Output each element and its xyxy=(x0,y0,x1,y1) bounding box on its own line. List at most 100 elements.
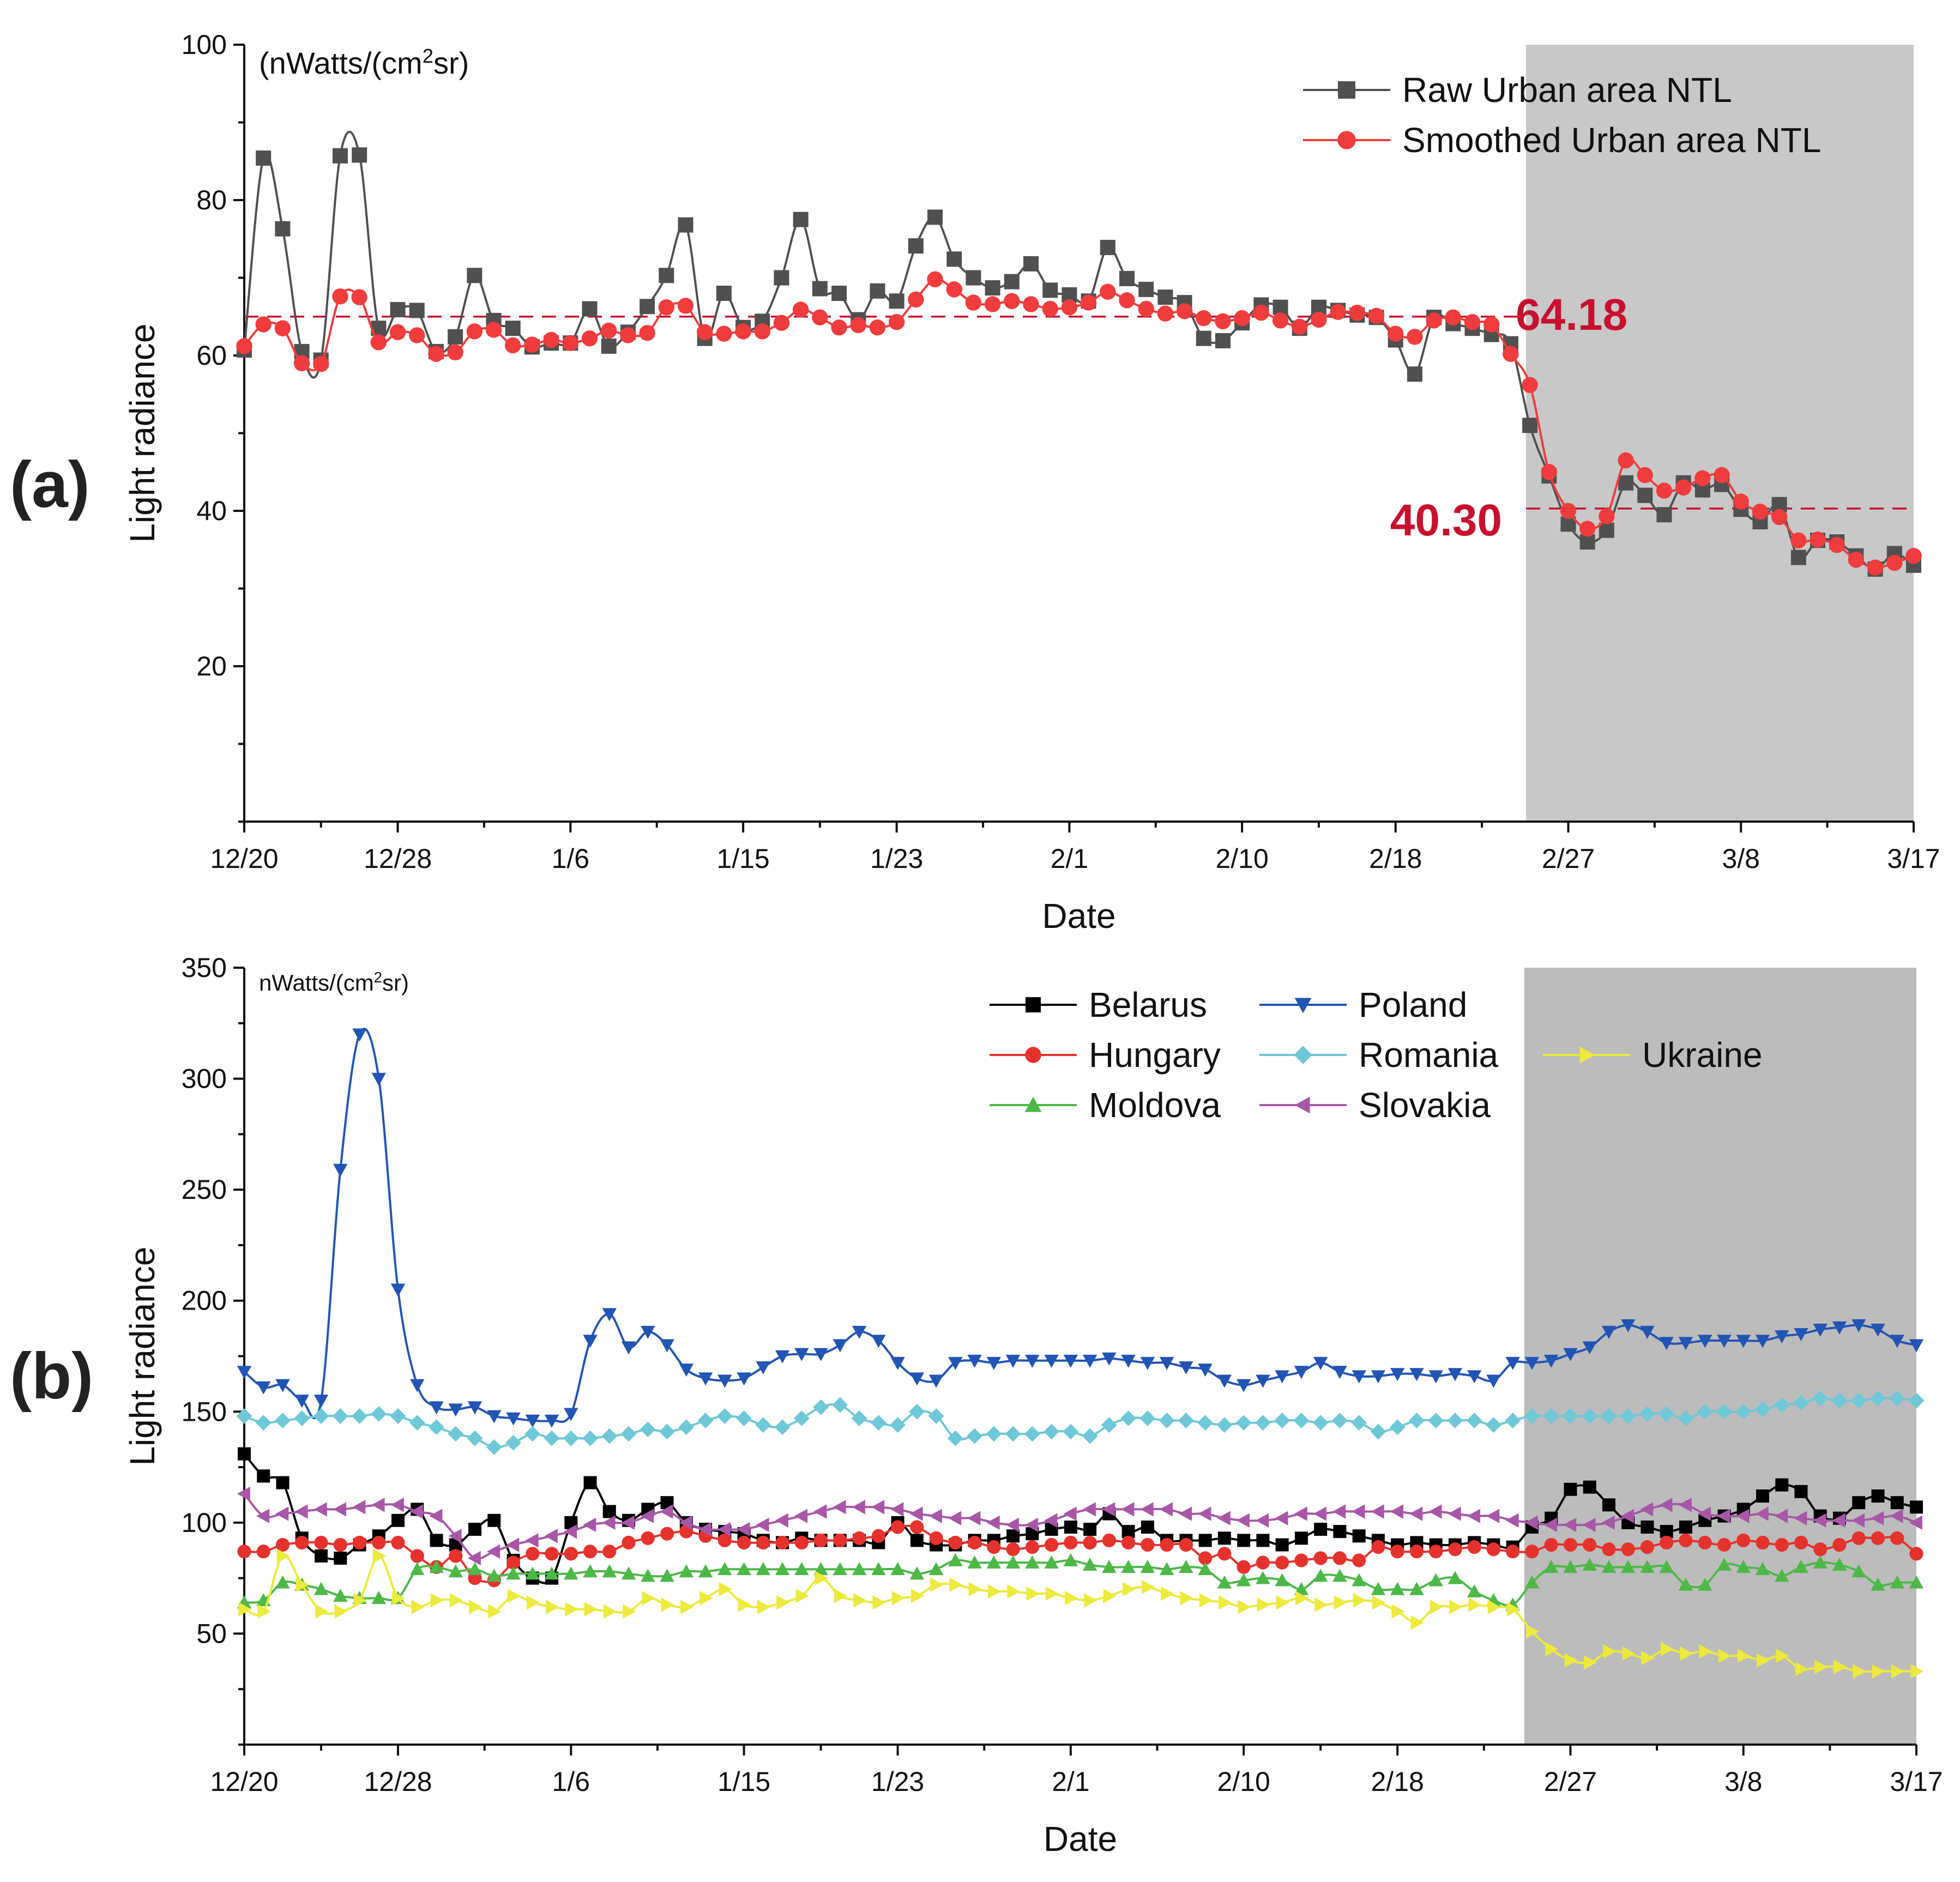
data-point xyxy=(1832,1537,1847,1552)
data-point xyxy=(371,1072,386,1086)
data-point xyxy=(1755,1562,1770,1576)
data-point xyxy=(946,281,962,298)
data-point xyxy=(911,1589,925,1603)
data-point xyxy=(392,1591,406,1606)
data-point xyxy=(525,1414,540,1428)
data-point xyxy=(410,1379,425,1392)
data-point xyxy=(544,1566,559,1580)
data-point xyxy=(891,1591,905,1606)
data-point xyxy=(1234,310,1250,327)
data-point xyxy=(1601,1560,1617,1573)
data-point xyxy=(1351,1415,1367,1431)
data-point xyxy=(641,1509,654,1523)
data-point xyxy=(1486,1374,1501,1388)
data-point xyxy=(928,1509,942,1523)
data-point xyxy=(1119,270,1135,286)
data-point xyxy=(1159,1562,1174,1576)
unit-label: (nWatts/(cm2sr) xyxy=(259,45,469,81)
data-point xyxy=(1217,1547,1232,1561)
data-point xyxy=(1524,1515,1538,1530)
data-point xyxy=(1755,1506,1769,1521)
data-point xyxy=(1776,1648,1789,1663)
x-tick-label: 1/23 xyxy=(871,1766,924,1797)
data-point xyxy=(237,1366,252,1379)
data-point xyxy=(1407,366,1422,382)
data-point xyxy=(1349,304,1366,321)
data-point xyxy=(448,1564,463,1578)
data-point xyxy=(1675,479,1692,496)
data-point xyxy=(1563,1408,1578,1424)
data-point xyxy=(1831,1392,1848,1409)
data-point xyxy=(1083,1523,1097,1536)
data-point xyxy=(1178,1413,1194,1428)
data-point xyxy=(928,1374,944,1388)
data-point xyxy=(1428,1370,1443,1384)
legend-label: Romania xyxy=(1359,1035,1499,1075)
y-tick-label: 20 xyxy=(196,651,227,681)
data-point xyxy=(409,1415,425,1431)
data-point xyxy=(1084,1593,1097,1608)
data-point xyxy=(1886,554,1903,571)
data-point xyxy=(467,1562,483,1576)
data-point xyxy=(275,1537,290,1552)
data-point xyxy=(256,1545,270,1559)
data-point xyxy=(908,291,924,308)
data-point xyxy=(313,355,329,372)
data-point xyxy=(584,1602,598,1616)
data-point xyxy=(1660,1535,1674,1550)
data-point xyxy=(352,1500,366,1515)
data-point xyxy=(1774,1397,1790,1413)
unit-label: nWatts/(cm2sr) xyxy=(259,969,409,996)
data-point xyxy=(1370,1423,1386,1440)
data-point xyxy=(737,1535,751,1550)
data-point xyxy=(1065,1591,1078,1606)
legend: Raw Urban area NTL Smoothed Urban area NT… xyxy=(1303,70,1821,160)
data-point xyxy=(716,325,732,342)
data-point xyxy=(1813,1513,1826,1528)
data-point xyxy=(1332,1551,1347,1565)
y-tick-label: 200 xyxy=(182,1286,227,1316)
legend-marker xyxy=(1337,131,1356,149)
data-point xyxy=(1543,1517,1557,1533)
x-tick-label: 2/27 xyxy=(1544,1766,1597,1797)
data-point xyxy=(1257,1597,1270,1612)
data-point xyxy=(1391,1604,1405,1619)
data-point xyxy=(1908,1392,1925,1409)
data-point xyxy=(699,1591,713,1606)
data-point xyxy=(1138,281,1154,297)
data-point xyxy=(1006,1529,1020,1543)
data-point xyxy=(1313,1356,1328,1370)
data-point xyxy=(871,1529,885,1543)
data-point xyxy=(1486,1509,1500,1523)
data-point xyxy=(1794,1328,1808,1341)
data-point xyxy=(677,298,694,314)
data-point xyxy=(1161,1586,1174,1601)
data-point xyxy=(1198,1562,1213,1576)
data-point xyxy=(1756,1535,1770,1550)
data-point xyxy=(1179,1506,1192,1521)
data-point xyxy=(1656,507,1672,523)
data-point xyxy=(756,1517,769,1533)
data-point xyxy=(1428,1573,1443,1587)
data-point xyxy=(562,335,579,351)
data-point xyxy=(294,1410,310,1426)
legend-marker xyxy=(1294,998,1312,1014)
data-point xyxy=(1871,1489,1885,1503)
data-point xyxy=(1717,1509,1730,1523)
data-point xyxy=(660,1527,674,1541)
data-point xyxy=(1622,1646,1636,1661)
data-point xyxy=(1483,316,1500,333)
data-point xyxy=(948,1511,962,1525)
data-point xyxy=(1733,493,1749,510)
data-point xyxy=(545,1547,559,1561)
data-point xyxy=(1389,1419,1406,1435)
data-point xyxy=(1352,1553,1366,1567)
data-point xyxy=(620,327,636,343)
data-point xyxy=(428,346,444,362)
data-point xyxy=(1660,1642,1674,1657)
data-point xyxy=(966,270,981,286)
data-point xyxy=(1639,1406,1655,1422)
data-point xyxy=(1680,1646,1693,1661)
data-point xyxy=(1294,1366,1309,1379)
data-point xyxy=(1620,1408,1636,1424)
